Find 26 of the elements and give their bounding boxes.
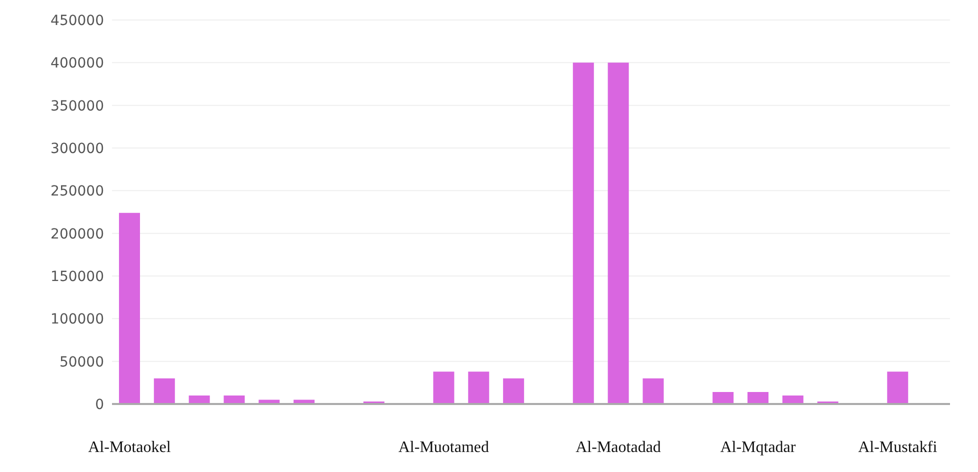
bar	[433, 372, 454, 404]
bar	[712, 392, 734, 404]
x-tick-label: Al-Mustakfi	[858, 439, 938, 456]
bar	[747, 392, 768, 404]
bar	[503, 378, 524, 404]
y-tick-label: 150000	[50, 268, 104, 285]
bar	[887, 372, 908, 404]
y-tick-label: 450000	[50, 12, 104, 29]
y-tick-label: 100000	[50, 312, 104, 328]
x-tick-label: Al-Mqtadar	[720, 439, 796, 456]
x-tick-label: Al-Motaokel	[88, 439, 172, 456]
y-tick-label: 250000	[50, 184, 104, 200]
y-tick-label: 50000	[59, 354, 104, 370]
y-tick-label: 300000	[50, 140, 104, 157]
y-tick-label: 0	[95, 396, 104, 413]
bar	[468, 372, 490, 404]
bar	[608, 62, 629, 404]
y-tick-label: 400000	[50, 56, 104, 72]
bar	[572, 62, 594, 404]
x-tick-label: Al-Maotadad	[576, 439, 661, 456]
bar	[642, 378, 664, 404]
y-tick-label: 200000	[50, 226, 104, 242]
bar	[118, 212, 140, 404]
bar	[154, 378, 175, 404]
x-tick-label: Al-Muotamed	[398, 439, 490, 456]
y-tick-label: 350000	[50, 98, 104, 114]
